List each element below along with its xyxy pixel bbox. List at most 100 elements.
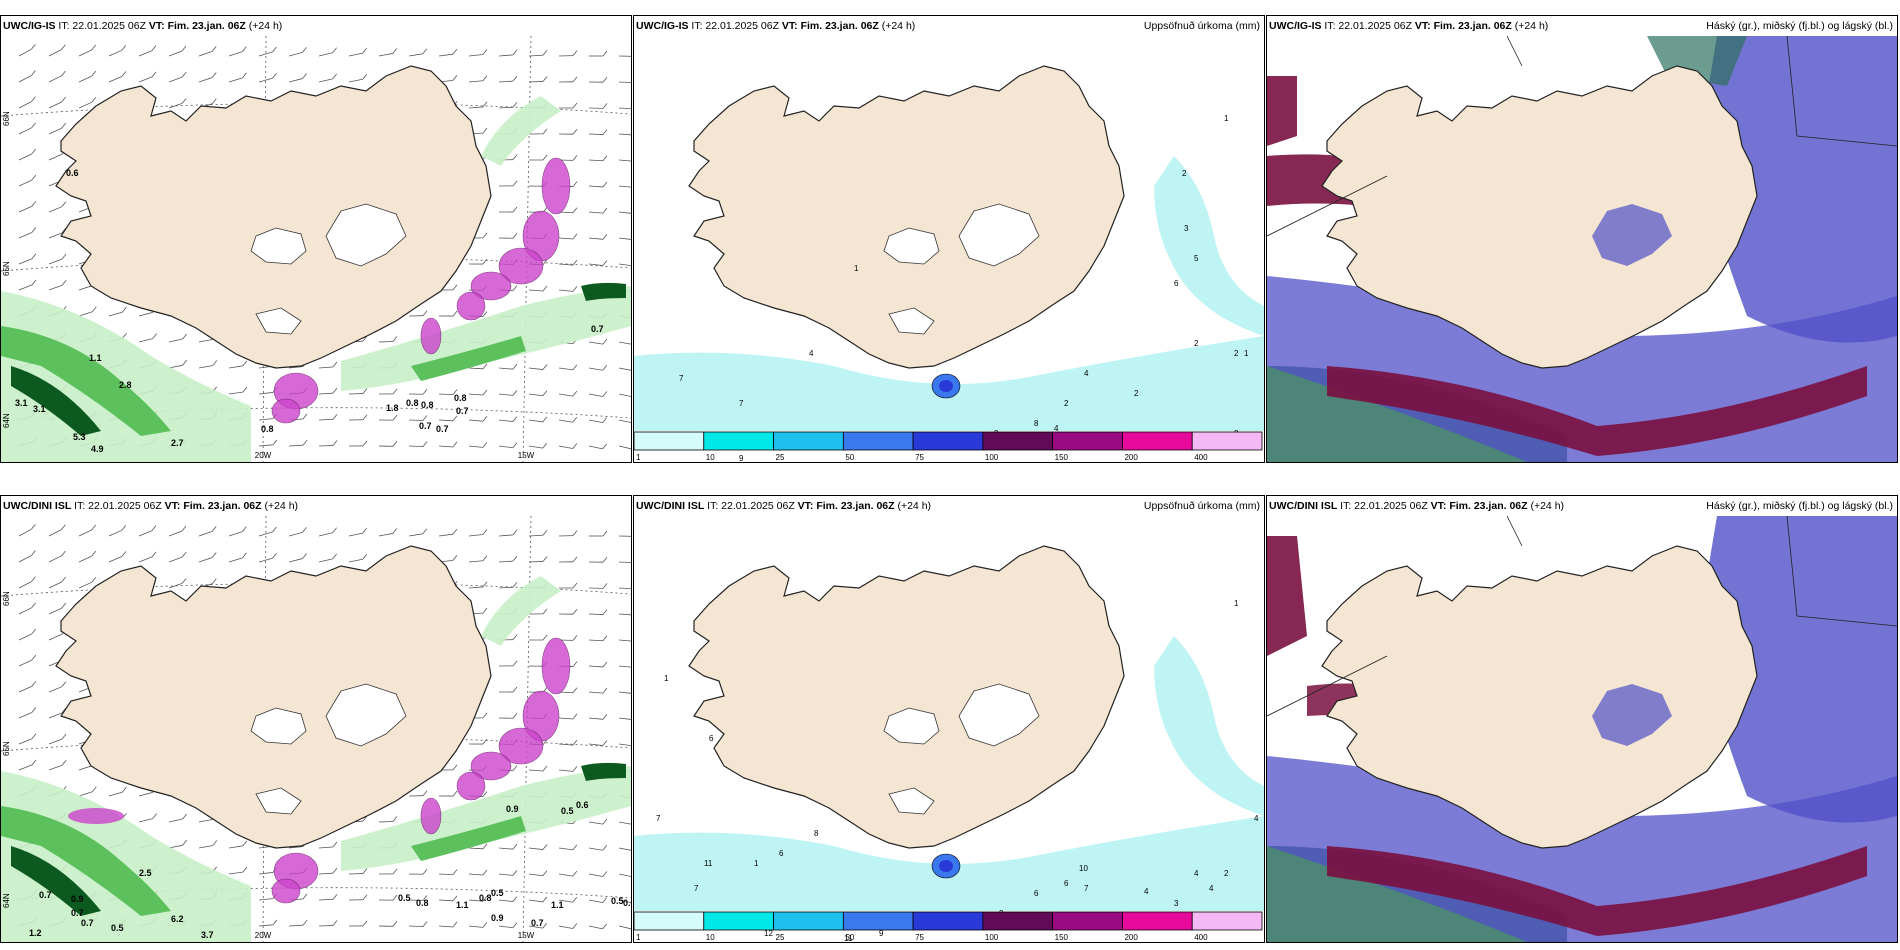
wind-barb	[588, 341, 603, 345]
wind-barb	[228, 51, 243, 57]
wind-barb-flag	[482, 843, 488, 850]
wind-barb-flag	[61, 70, 66, 77]
wind-barb-flag	[572, 364, 578, 371]
wind-barb	[588, 393, 603, 397]
accum-value-label: 9	[739, 454, 744, 462]
accum-value-label: 11	[844, 934, 853, 942]
precip-value-label: 0.9	[491, 913, 504, 923]
wind-barb	[618, 613, 631, 616]
colorbar-swatch	[1122, 431, 1193, 451]
wind-barb-flag	[61, 96, 66, 103]
wind-barb-flag	[542, 259, 548, 266]
wind-barb-flag	[542, 285, 548, 292]
wind-barb	[498, 367, 513, 370]
wind-barb	[618, 717, 631, 720]
wind-barb	[78, 581, 92, 589]
wind-barb-flag	[452, 310, 458, 317]
wind-barb-flag	[602, 50, 608, 57]
wind-barb	[198, 557, 213, 563]
wind-barb	[618, 211, 631, 214]
wind-barb	[48, 284, 63, 291]
snow-patch	[68, 808, 124, 824]
wind-barb	[48, 529, 62, 537]
latitude-line	[1, 887, 631, 902]
wind-barb-flag	[152, 333, 157, 339]
mid-cloud-area	[1327, 366, 1867, 456]
wind-barb	[288, 846, 303, 849]
wind-barb-flag	[332, 553, 337, 560]
accum-value-label: 2	[1234, 349, 1239, 358]
wind-barb	[378, 533, 393, 537]
wind-barb	[288, 51, 303, 57]
latitude-line	[1, 407, 631, 422]
wind-barb-flag	[272, 439, 278, 446]
wind-barb-flag	[452, 284, 458, 291]
wind-barb-flag	[602, 687, 608, 694]
colorbar-tick-label: 200	[1124, 453, 1138, 462]
wind-barb-flag	[602, 365, 608, 371]
wind-barb	[498, 106, 514, 109]
wind-barb	[468, 560, 483, 563]
wind-barb-flag	[542, 530, 548, 536]
wind-precip-map: 20W 15W 66N 65N 64N 0.6 1.1 3.1 3.1 2.8 5.3 4.9 2.7 0…	[1, 36, 631, 462]
wind-barb-flag	[512, 416, 518, 422]
wind-barb	[138, 338, 153, 343]
precip-value-label: 0.7	[39, 890, 52, 900]
accum-precip-band	[1154, 636, 1264, 816]
accum-value-label: 6	[1064, 879, 1069, 888]
precip-bands	[1, 576, 631, 942]
wind-barb-flag	[61, 253, 67, 260]
wind-barb-flag	[512, 634, 518, 640]
wind-barb	[558, 743, 573, 746]
wind-barb	[78, 75, 92, 83]
precip-value-label: 0.8	[479, 893, 492, 903]
accum-value-label: 4	[809, 349, 814, 358]
longitude-label: 15W	[518, 931, 535, 940]
accum-value-label: 7	[679, 374, 684, 383]
wind-barb-flag	[512, 180, 518, 187]
colorbar-tick-label: 25	[776, 453, 785, 462]
wind-barb-flag	[482, 581, 488, 588]
wind-barb-flag	[572, 844, 578, 851]
wind-barb-flag	[392, 441, 398, 447]
wind-barb-flag	[362, 47, 368, 54]
wind-barb-flag	[151, 525, 157, 531]
wind-barb	[198, 50, 213, 57]
wind-barb	[108, 791, 123, 797]
wind-barb	[498, 873, 513, 876]
precip-value-label: 1.1	[456, 900, 469, 910]
wind-barb	[618, 821, 631, 825]
boundary-line	[1267, 175, 1388, 237]
wind-barb	[108, 556, 123, 563]
precip-mid-band	[411, 816, 526, 861]
wind-barb	[558, 769, 573, 772]
wind-barb-flag	[91, 70, 97, 77]
wind-barb-flag	[602, 443, 608, 450]
wind-barb-flag	[482, 791, 488, 797]
accum-value-label: 11	[704, 859, 713, 868]
wind-barb-flag	[572, 76, 578, 83]
wind-barb-flag	[242, 866, 248, 873]
wind-barb	[498, 847, 513, 850]
wind-barb	[348, 558, 363, 563]
iceland-coastline	[688, 65, 1125, 369]
it-label: IT: 22.01.2025 06Z	[691, 20, 779, 32]
accum-value-label: 5	[1194, 254, 1199, 263]
wind-barb	[588, 743, 603, 746]
snow-patch	[456, 291, 486, 321]
glacier-area	[255, 307, 302, 335]
wind-barb-flag	[512, 712, 518, 719]
wind-barb-flag	[542, 739, 548, 746]
model-label: UWC/DINI ISL	[1269, 500, 1338, 512]
precip-value-label: 0.7	[436, 424, 449, 434]
wind-barb	[468, 106, 483, 109]
lead-label: (+24 h)	[1514, 20, 1549, 32]
wind-barb-flag	[512, 232, 518, 239]
glacier-area	[958, 203, 1040, 267]
wind-barb-flag	[212, 360, 218, 366]
wind-barb-flag	[31, 279, 37, 286]
wind-barb	[348, 532, 363, 537]
wind-barb	[18, 75, 32, 83]
wind-barb	[618, 393, 631, 397]
wind-barb	[18, 633, 32, 641]
